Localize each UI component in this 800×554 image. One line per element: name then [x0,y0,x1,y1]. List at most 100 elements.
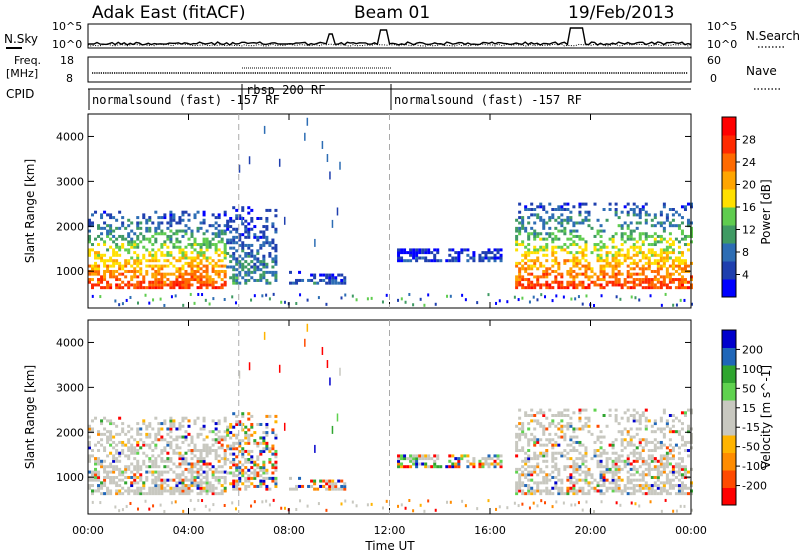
velocity-cell [668,484,672,488]
velocity-cell [521,502,524,506]
velocity-cell [223,430,227,434]
velocity-cell [602,451,606,455]
velocity-cell [148,422,152,426]
power-cell [647,278,651,282]
velocity-cell [274,455,278,459]
velocity-cell [599,475,603,479]
velocity-cell [527,454,531,458]
velocity-cell [151,462,155,466]
velocity-cell [647,467,651,471]
velocity-cell [130,475,134,479]
velocity-cell [325,479,329,483]
velocity-cell [659,427,663,431]
power-cell [487,293,490,297]
velocity-cell [139,446,143,450]
velocity-cell [118,478,122,482]
power-cell [223,243,227,247]
power-cell [602,278,606,282]
power-cell [187,256,191,260]
velocity-cell [154,470,158,474]
power-cell [545,259,549,263]
power-cell [235,281,239,285]
velocity-cell [103,449,107,453]
power-cell [536,280,540,284]
power-cell [554,275,558,279]
velocity-cell [626,492,630,496]
power-cell [157,278,161,282]
power-cell [584,267,588,271]
velocity-cell [229,447,233,451]
velocity-cell [232,441,236,445]
velocity-cell [539,481,543,485]
power-cell [238,270,242,274]
power-cell [340,281,344,285]
velocity-cell [590,473,594,477]
power-cell [272,292,275,296]
velocity-cell [124,465,128,469]
power-cell [436,251,440,255]
power-cell [133,240,137,244]
power-cell [124,275,128,279]
power-cell [674,210,678,214]
velocity-cell [214,457,218,461]
power-cell [136,275,140,279]
velocity-cell [127,440,131,444]
velocity-cell [400,454,404,458]
power-cell [136,286,140,290]
power-cell [671,251,675,255]
power-cell [268,297,271,301]
power-cell [572,243,576,247]
velocity-cell [265,484,269,488]
velocity-cell [560,481,564,485]
velocity-cell [250,449,254,453]
velocity-cell [620,438,624,442]
power-cell [521,218,525,222]
velocity-cell [307,484,311,488]
velocity-cell [686,440,690,444]
velocity-cell [656,484,660,488]
velocity-cell [238,422,242,426]
power-cell [229,219,233,223]
velocity-cell [587,473,591,477]
velocity-cell [599,470,603,474]
power-cell [232,252,236,256]
power-cell [629,261,633,265]
power-cell [593,272,597,276]
velocity-cell [566,475,570,479]
velocity-cell [656,492,660,496]
power-cell [199,251,203,255]
velocity-cell [223,449,227,453]
velocity-cell [262,460,266,464]
power-cell [572,259,576,263]
velocity-cell [253,476,257,480]
velocity-cell [121,430,125,434]
velocity-cell [172,470,176,474]
velocity-cell [145,454,149,458]
beam-label: Beam 01 [354,3,430,23]
velocity-cell [223,457,227,461]
velocity-cell [611,443,615,447]
power-cell [187,272,191,276]
velocity-cell [118,432,122,436]
velocity-cell [115,481,119,485]
velocity-cell [623,438,627,442]
power-cell [182,303,185,307]
velocity-cell [328,479,332,483]
velocity-cell [181,419,185,423]
velocity-cell [187,449,191,453]
velocity-cell [557,470,561,474]
power-cell [449,294,452,298]
velocity-cell [563,465,567,469]
power-cell [548,267,552,271]
velocity-cell [151,449,155,453]
power-cell [518,232,522,236]
power-cell [530,202,534,206]
velocity-cell [566,422,570,426]
velocity-cell [472,465,476,469]
power-cell [572,275,576,279]
velocity-cell [256,484,260,488]
velocity-cell [530,414,534,417]
power-cell [145,226,149,230]
velocity-cell [244,436,248,440]
power-cell [169,210,173,214]
